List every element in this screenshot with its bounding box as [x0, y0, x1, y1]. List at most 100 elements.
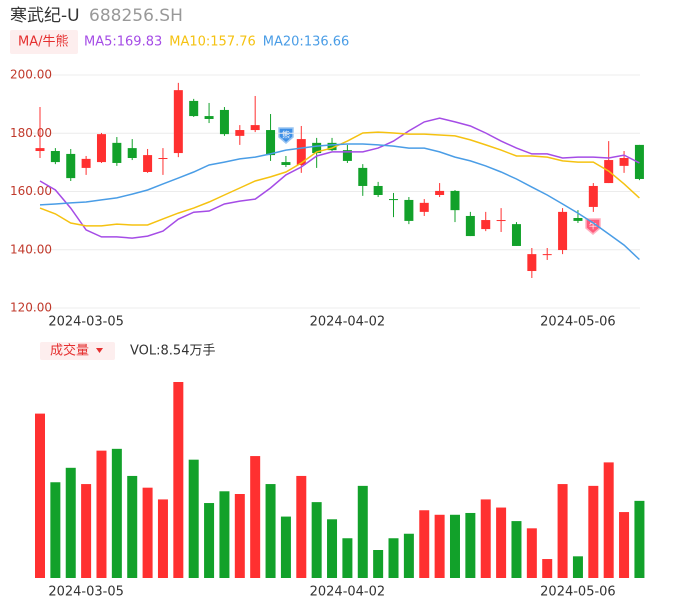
volume-bar [65, 467, 76, 578]
candle-body [66, 153, 76, 179]
ma-line [39, 131, 640, 227]
ma-line [39, 117, 640, 239]
volume-bar [542, 559, 553, 578]
x-tick-label: 2024-04-02 [310, 315, 386, 330]
volume-button-label[interactable]: 成交量 [50, 343, 89, 359]
candle-body [143, 155, 153, 172]
volume-button[interactable] [40, 342, 115, 360]
candle-body [219, 109, 229, 135]
volume-bar [403, 533, 414, 578]
candle-body [158, 158, 168, 160]
volume-bar [219, 491, 230, 578]
volume-bar [634, 500, 645, 578]
candle-body [127, 148, 137, 159]
volume-bar [357, 485, 368, 578]
bull-icon-label: 牛 [589, 221, 597, 231]
candle-body [235, 130, 245, 136]
x-tick-label: 2024-03-05 [48, 315, 124, 330]
volume-bar [265, 484, 276, 578]
candle-body [112, 142, 122, 163]
volume-bar [619, 512, 630, 578]
volume-bar [603, 462, 614, 578]
volume-bar [234, 494, 245, 578]
candle-body [50, 151, 60, 163]
candle-body [419, 202, 429, 212]
candle-body [281, 162, 291, 165]
candle-body [189, 100, 199, 117]
volume-bar [480, 499, 491, 578]
candle-body [404, 199, 414, 221]
volume-bar [188, 459, 199, 578]
volume-bar [327, 519, 338, 578]
volume-bar [511, 521, 522, 578]
candle-body [496, 220, 506, 222]
candle-body [588, 185, 598, 207]
legend-entry: MA5:169.83 [84, 35, 162, 50]
candle-body [634, 144, 644, 179]
volume-bar [449, 514, 460, 578]
volume-bar [465, 512, 476, 578]
candle-body [204, 116, 214, 119]
candle-body [296, 139, 306, 165]
candle-body [389, 199, 399, 201]
volume-bar [127, 475, 138, 578]
candle-body [558, 211, 568, 251]
volume-bar [311, 502, 322, 578]
volume-label: VOL:8.54万手 [130, 344, 215, 359]
candle-body [573, 218, 583, 221]
bear-icon: 熊 [278, 127, 294, 144]
volume-bar [588, 485, 599, 578]
candle-body [327, 142, 337, 151]
candle-body [81, 158, 91, 168]
stock-name: 寒武纪-U [10, 6, 80, 26]
volume-bar [173, 382, 184, 578]
volume-bar [142, 487, 153, 578]
legend-entry: MA20:136.66 [263, 35, 350, 50]
stock-code: 688256.SH [89, 6, 183, 26]
volume-bar [526, 528, 537, 578]
volume-bar [111, 448, 122, 578]
ma-button-label[interactable]: MA/牛熊 [18, 34, 69, 50]
y-tick-label: 140.00 [10, 242, 52, 256]
legend-entry: MA10:157.76 [169, 35, 256, 50]
y-tick-label: 200.00 [10, 68, 52, 82]
ma-line [39, 143, 640, 261]
candle-body [342, 150, 352, 161]
volume-bar [557, 484, 568, 578]
y-tick-label: 160.00 [10, 184, 52, 198]
candle-body [35, 148, 45, 152]
x-tick-label: 2024-03-05 [48, 585, 124, 600]
dropdown-arrow [96, 348, 103, 353]
volume-bar [204, 503, 215, 578]
candle-body [542, 254, 552, 256]
volume-bar [250, 456, 261, 578]
x-tick-label: 2024-05-06 [540, 585, 616, 600]
candle-body [511, 224, 521, 246]
bull-icon: 牛 [585, 218, 601, 235]
ma-button[interactable] [10, 30, 78, 54]
volume-bar [296, 475, 307, 578]
volume-bar [280, 516, 291, 578]
candle-body [527, 254, 537, 272]
volume-bar [35, 413, 45, 578]
candle-body [435, 190, 445, 195]
candle-body [373, 185, 383, 195]
candle-body [465, 215, 475, 237]
y-tick-label: 180.00 [10, 126, 52, 140]
bear-icon-label: 熊 [282, 130, 290, 140]
volume-bar [572, 556, 583, 578]
volume-bar [342, 538, 353, 578]
candle-body [450, 190, 460, 211]
volume-bar [50, 482, 61, 578]
candle-body [250, 125, 260, 131]
volume-bar [96, 450, 107, 578]
candle-body [358, 167, 368, 186]
candle-body [96, 134, 106, 163]
volume-bar [157, 499, 168, 578]
volume-bar [81, 484, 92, 578]
candle-body [481, 220, 491, 230]
volume-bar [388, 538, 399, 578]
candle-body [266, 130, 276, 156]
volume-bar [496, 507, 507, 578]
